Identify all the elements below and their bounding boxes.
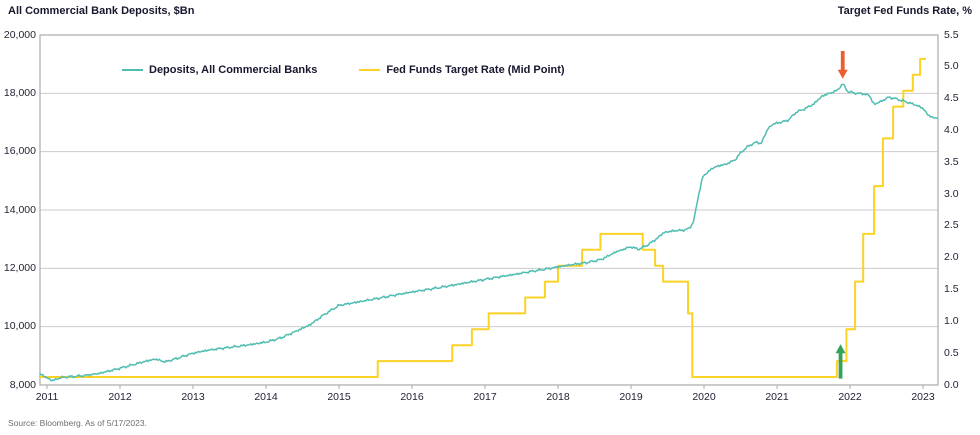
left-axis-tick-label: 8,000 [9, 378, 36, 391]
right-axis-tick-label: 4.5 [944, 92, 959, 105]
x-axis-tick-label: 2015 [327, 391, 351, 403]
right-axis-tick-label: 5.0 [944, 60, 959, 73]
legend: Deposits, All Commercial Banks Fed Funds… [122, 64, 565, 76]
x-axis-tick-label: 2018 [546, 391, 570, 403]
x-axis-tick-label: 2013 [181, 391, 205, 403]
first-rate-hike-up-arrow [835, 344, 846, 379]
source-note: Source: Bloomberg. As of 5/17/2023. [8, 418, 147, 428]
left-axis-tick-label: 12,000 [3, 261, 36, 274]
right-axis-tick-label: 5.5 [944, 28, 959, 41]
right-axis-tick-label: 3.0 [944, 187, 959, 200]
plot-border [39, 34, 939, 386]
fed-funds-line [40, 57, 926, 378]
fed-funds-line-swatch [359, 68, 381, 72]
x-axis-tick-label: 2021 [765, 391, 789, 403]
left-axis-title: All Commercial Bank Deposits, $Bn [8, 5, 195, 17]
right-axis-tick-label: 2.5 [944, 219, 959, 232]
left-axis-tick-label: 20,000 [3, 28, 36, 41]
x-axis-tick-label: 2011 [35, 391, 59, 403]
right-axis-tick-label: 0.5 [944, 346, 959, 359]
legend-label-deposits: Deposits, All Commercial Banks [149, 64, 318, 76]
x-axis-tick-label: 2022 [838, 391, 862, 403]
x-axis-tick-label: 2020 [692, 391, 716, 403]
x-axis-tick-label: 2014 [254, 391, 278, 403]
right-axis-tick-label: 0.0 [944, 378, 959, 391]
deposits-line-swatch [122, 68, 143, 72]
legend-item-fed-funds: Fed Funds Target Rate (Mid Point) [359, 64, 565, 76]
right-axis-tick-label: 4.0 [944, 123, 959, 136]
legend-label-fed-funds: Fed Funds Target Rate (Mid Point) [386, 64, 565, 76]
x-axis-tick-label: 2016 [400, 391, 424, 403]
deposits-line [39, 83, 939, 382]
right-axis-tick-label: 1.0 [944, 314, 959, 327]
x-axis-tick-label: 2012 [108, 391, 132, 403]
x-axis-tick-label: 2019 [619, 391, 643, 403]
right-axis-tick-label: 1.5 [944, 283, 959, 296]
left-axis-tick-label: 18,000 [3, 86, 36, 99]
left-axis-tick-label: 10,000 [3, 320, 36, 333]
right-axis-tick-label: 3.5 [944, 155, 959, 168]
right-axis-title: Target Fed Funds Rate, % [837, 5, 972, 17]
right-axis-tick-label: 2.0 [944, 251, 959, 264]
x-axis-tick-label: 2017 [473, 391, 497, 403]
left-axis-tick-label: 14,000 [3, 203, 36, 216]
deposits-peak-down-arrow [837, 51, 848, 79]
x-axis-tick-label: 2023 [911, 391, 935, 403]
left-axis-tick-label: 16,000 [3, 145, 36, 158]
legend-item-deposits: Deposits, All Commercial Banks [122, 64, 317, 76]
